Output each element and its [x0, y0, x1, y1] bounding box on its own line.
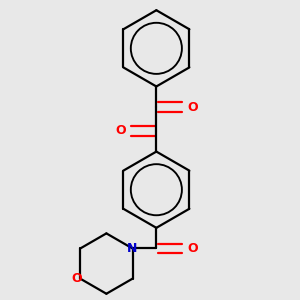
- Text: O: O: [187, 242, 198, 255]
- Text: N: N: [127, 242, 138, 255]
- Text: O: O: [187, 100, 198, 114]
- Text: O: O: [72, 272, 83, 285]
- Text: O: O: [115, 124, 126, 137]
